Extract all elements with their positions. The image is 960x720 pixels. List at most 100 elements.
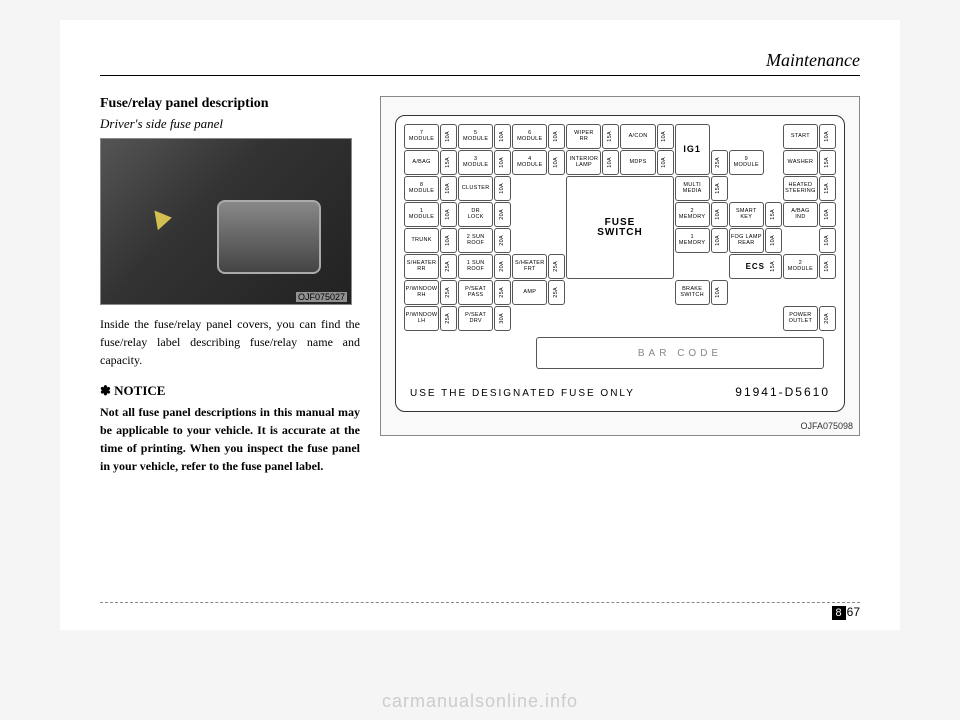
fuse-label: [783, 228, 818, 253]
fuse-label: 1 MEMORY: [675, 228, 710, 253]
fuse-label: HEATED STEERING: [783, 176, 818, 201]
fuse-label: [512, 176, 547, 201]
fuse-amp: 15A: [819, 150, 836, 175]
fuse-amp: [711, 254, 728, 279]
fuse-label: INTERIOR LAMP: [566, 150, 601, 175]
fuse-label: [512, 202, 547, 227]
left-column: Fuse/relay panel description Driver's si…: [100, 96, 360, 475]
fuse-amp: [765, 150, 782, 175]
fuse-amp: 10A: [440, 176, 457, 201]
fuse-amp: 10A: [548, 124, 565, 149]
fuse-amp: [548, 202, 565, 227]
fuse-label: [620, 306, 655, 331]
fuse-label: [566, 280, 601, 305]
fuse-amp: 20A: [494, 202, 511, 227]
fuse-label: 1 MODULE: [404, 202, 439, 227]
fuse-label: 2 MODULE: [783, 254, 818, 279]
fuse-label: [729, 124, 764, 149]
fuse-label: [675, 306, 710, 331]
fuse-amp: 10A: [711, 202, 728, 227]
fuse-amp: [602, 306, 619, 331]
page-footer: 867: [100, 602, 860, 620]
diagram-caption: OJFA075098: [800, 421, 853, 431]
fuse-amp: 10A: [494, 176, 511, 201]
fuse-label: P/SEAT PASS: [458, 280, 493, 305]
fuse-amp: [602, 280, 619, 305]
fuse-label: WASHER: [783, 150, 818, 175]
fuse-label: P/WINDOW RH: [404, 280, 439, 305]
fuse-amp: 10A: [819, 228, 836, 253]
fuse-amp: 10A: [548, 150, 565, 175]
fuse-amp: 20A: [819, 306, 836, 331]
fuse-label: 3 MODULE: [458, 150, 493, 175]
fuse-label: SMART KEY: [729, 202, 764, 227]
fuse-amp: 20A: [494, 228, 511, 253]
fuse-label: 6 MODULE: [512, 124, 547, 149]
fuse-diagram-container: 7 MODULE10A5 MODULE10A6 MODULE10AWIPER R…: [380, 96, 860, 436]
fuse-label: 5 MODULE: [458, 124, 493, 149]
fuse-label: 2 MEMORY: [675, 202, 710, 227]
fuse-label: [783, 280, 818, 305]
fuse-amp: 15A: [440, 150, 457, 175]
fuse-label: A/BAG: [404, 150, 439, 175]
fuse-label: A/CON: [620, 124, 655, 149]
fuse-amp: [765, 124, 782, 149]
pointer-arrow-icon: [154, 208, 173, 230]
fuse-label: P/WINDOW LH: [404, 306, 439, 331]
fuse-amp: [711, 124, 728, 149]
fuse-amp: 10A: [494, 150, 511, 175]
photo-caption: OJF075027: [296, 292, 347, 302]
fuse-label: [729, 280, 764, 305]
fuse-amp: 10A: [657, 124, 674, 149]
fuse-panel-outline: 7 MODULE10A5 MODULE10A6 MODULE10AWIPER R…: [395, 115, 845, 412]
fuse-amp: 25A: [494, 280, 511, 305]
fuse-amp: 15A: [765, 202, 782, 227]
fuse-amp: 10A: [711, 228, 728, 253]
fuse-label: 7 MODULE: [404, 124, 439, 149]
fuse-amp: [765, 306, 782, 331]
part-number: 91941-D5610: [735, 385, 830, 399]
fuse-label: MULTI MEDIA: [675, 176, 710, 201]
fuse-amp: 10A: [657, 150, 674, 175]
page-number: 67: [847, 605, 860, 619]
fuse-label: [512, 306, 547, 331]
fuse-amp: [548, 228, 565, 253]
page-header: Maintenance: [100, 50, 860, 76]
fuse-label: AMP: [512, 280, 547, 305]
fuse-amp: [548, 176, 565, 201]
fuse-amp: 10A: [440, 228, 457, 253]
fuse-label: P/SEAT DRV: [458, 306, 493, 331]
fuse-amp: 20A: [494, 254, 511, 279]
fuse-amp: 15A: [602, 124, 619, 149]
right-column: 7 MODULE10A5 MODULE10A6 MODULE10AWIPER R…: [380, 96, 860, 475]
fuse-label: [729, 176, 764, 201]
fuse-label: START: [783, 124, 818, 149]
fuse-amp: 10A: [440, 124, 457, 149]
fuse-label: BRAKE SWITCH: [675, 280, 710, 305]
section-title: Fuse/relay panel description: [100, 96, 360, 112]
fuse-label: 9 MODULE: [729, 150, 764, 175]
fuse-amp: 10A: [440, 202, 457, 227]
watermark: carmanualsonline.info: [382, 691, 578, 712]
fuse-label: 2 SUN ROOF: [458, 228, 493, 253]
fuse-label: 8 MODULE: [404, 176, 439, 201]
notice-paragraph: Not all fuse panel descriptions in this …: [100, 403, 360, 475]
fuse-label: DR LOCK: [458, 202, 493, 227]
fuse-amp: 25A: [440, 306, 457, 331]
fuse-switch-box: FUSE SWITCH: [566, 176, 673, 279]
fuse-label: [512, 228, 547, 253]
fuse-label: FOG LAMP REAR: [729, 228, 764, 253]
fuse-amp: 25A: [548, 280, 565, 305]
fuse-label: [566, 306, 601, 331]
fuse-amp: [711, 306, 728, 331]
fuse-amp: 10A: [819, 124, 836, 149]
fuse-amp: 10A: [602, 150, 619, 175]
barcode-box: BAR CODE: [536, 337, 824, 369]
fuse-amp: [657, 306, 674, 331]
fuse-amp: 10A: [711, 280, 728, 305]
fuse-label: [620, 280, 655, 305]
section-number: 8: [832, 606, 846, 620]
fuse-grid: 7 MODULE10A5 MODULE10A6 MODULE10AWIPER R…: [404, 124, 836, 331]
manual-page: Maintenance Fuse/relay panel description…: [60, 20, 900, 630]
content-row: Fuse/relay panel description Driver's si…: [100, 96, 860, 475]
